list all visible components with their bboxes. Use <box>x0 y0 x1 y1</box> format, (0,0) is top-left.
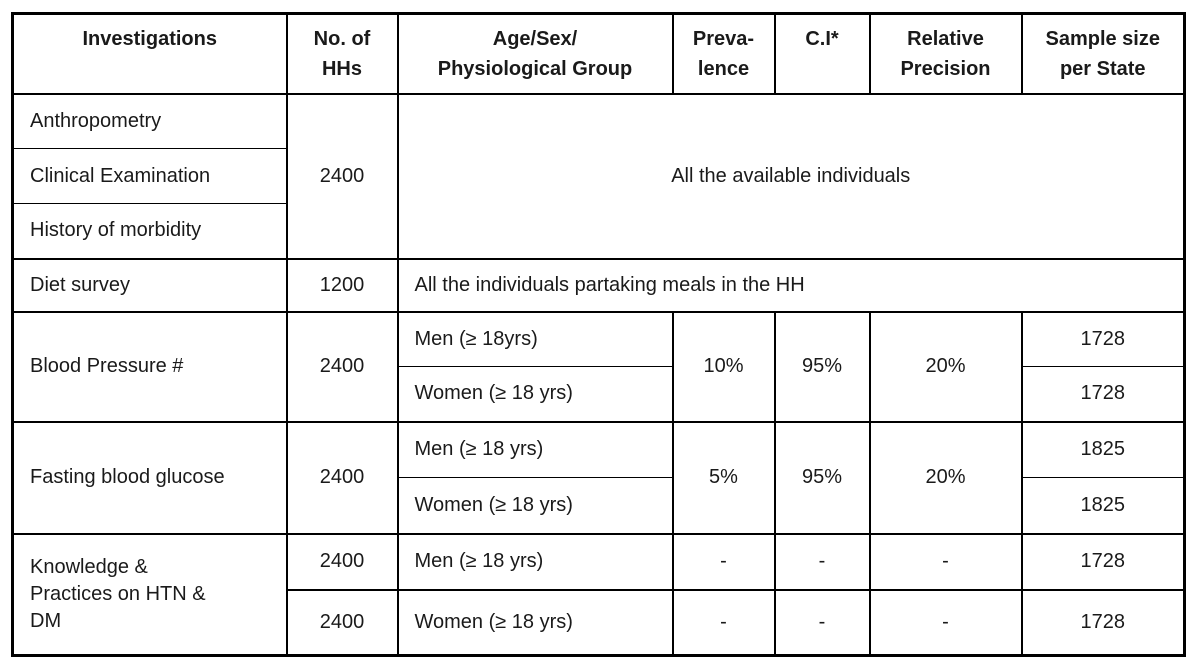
header-row: Investigations No. of HHs Age/Sex/ Physi… <box>11 13 1186 95</box>
cell-sample-size: 1728 <box>1020 532 1186 590</box>
column-header-relative-precision: Relative Precision <box>868 13 1023 95</box>
column-header-sample-size: Sample size per State <box>1020 13 1186 95</box>
cell-ci: - <box>773 588 871 656</box>
sampling-design-table: Investigations No. of HHs Age/Sex/ Physi… <box>11 12 1186 657</box>
cell-group: Men (≥ 18 yrs) <box>396 532 674 590</box>
cell-relative-precision: 20% <box>868 310 1023 422</box>
row-knowledge-women: 2400 Women (≥ 18 yrs) - - - 1728 <box>13 588 1186 656</box>
cell-investigation: History of morbidity <box>11 203 288 259</box>
cell-ci: 95% <box>773 420 871 534</box>
cell-prevalence: 5% <box>671 420 776 534</box>
cell-no-of-hhs: 1200 <box>285 257 399 312</box>
column-header-age-sex-group: Age/Sex/ Physiological Group <box>396 13 674 95</box>
cell-group: Women (≥ 18 yrs) <box>396 588 674 656</box>
cell-no-of-hhs: 2400 <box>285 92 399 259</box>
cell-investigation: Diet survey <box>11 257 288 312</box>
column-header-no-of-hhs: No. of HHs <box>285 13 399 95</box>
cell-group: Men (≥ 18yrs) <box>396 310 674 367</box>
cell-ci: - <box>773 532 871 590</box>
cell-sample-size: 1728 <box>1020 366 1186 422</box>
cell-investigation: Knowledge & Practices on HTN & DM <box>11 532 288 656</box>
cell-investigation: Fasting blood glucose <box>11 420 288 534</box>
cell-sample-size: 1825 <box>1020 477 1186 534</box>
cell-ci: 95% <box>773 310 871 422</box>
cell-prevalence: - <box>671 532 776 590</box>
cell-sample-size: 1825 <box>1020 420 1186 478</box>
row-diet-survey: Diet survey 1200 All the individuals par… <box>11 257 1186 312</box>
column-header-prevalence: Preva- lence <box>671 13 776 95</box>
cell-investigation: Blood Pressure # <box>11 310 288 422</box>
row-anthropometry: Anthropometry 2400 All the available ind… <box>11 92 1186 259</box>
cell-no-of-hhs: 2400 <box>285 420 399 534</box>
cell-no-of-hhs: 2400 <box>285 310 399 422</box>
column-header-ci: C.I* <box>773 13 871 95</box>
column-header-investigations: Investigations <box>11 13 288 95</box>
row-fasting-glucose-women: Women (≥ 18 yrs) 1825 <box>13 477 1186 534</box>
cell-note-partaking-meals: All the individuals partaking meals in t… <box>396 257 1186 312</box>
cell-sample-size: 1728 <box>1020 310 1186 367</box>
cell-investigation: Anthropometry <box>11 92 288 149</box>
row-clinical-examination: Clinical Examination <box>11 148 1185 204</box>
row-blood-pressure-men: Blood Pressure # 2400 Men (≥ 18yrs) 10% … <box>11 310 1186 422</box>
cell-sample-size: 1728 <box>1020 588 1186 656</box>
cell-no-of-hhs: 2400 <box>285 588 399 656</box>
cell-group: Men (≥ 18 yrs) <box>396 420 674 478</box>
row-fasting-glucose-men: Fasting blood glucose 2400 Men (≥ 18 yrs… <box>11 420 1186 534</box>
cell-relative-precision: 20% <box>868 420 1023 534</box>
cell-group: Women (≥ 18 yrs) <box>396 477 674 534</box>
cell-prevalence: - <box>671 588 776 656</box>
row-history-of-morbidity: History of morbidity <box>11 203 1185 259</box>
cell-relative-precision: - <box>868 532 1023 590</box>
row-knowledge-men: Knowledge & Practices on HTN & DM 2400 M… <box>11 532 1186 656</box>
cell-investigation: Clinical Examination <box>11 148 288 204</box>
cell-group: Women (≥ 18 yrs) <box>396 366 674 422</box>
cell-no-of-hhs: 2400 <box>285 532 399 590</box>
cell-note-all-available: All the available individuals <box>396 92 1186 259</box>
cell-prevalence: 10% <box>671 310 776 422</box>
cell-relative-precision: - <box>868 588 1023 656</box>
